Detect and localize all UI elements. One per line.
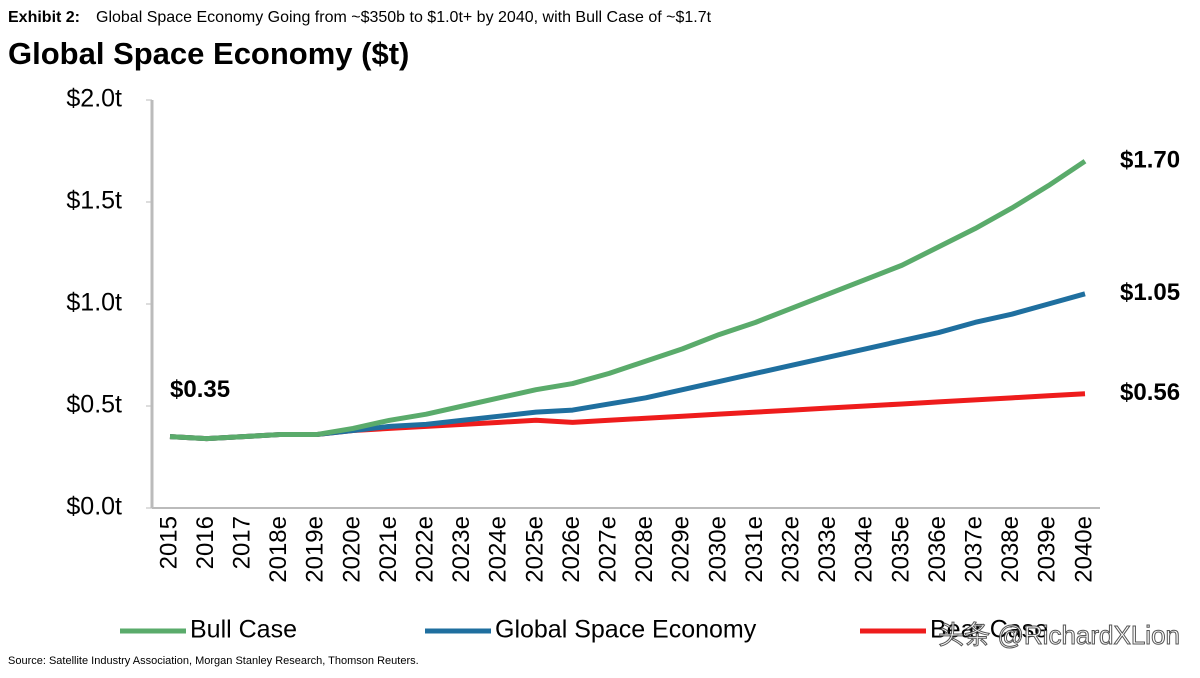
x-tick-label: 2033e — [814, 516, 841, 583]
legend-label: Bull Case — [190, 616, 297, 644]
x-tick-label: 2019e — [302, 516, 329, 583]
x-tick-label: 2037e — [961, 516, 988, 583]
y-tick-label: $2.0t — [66, 85, 122, 113]
x-tick-label: 2017 — [229, 516, 256, 569]
exhibit-label: Exhibit 2: — [8, 9, 80, 26]
x-tick-label: 2026e — [558, 516, 585, 583]
x-tick-label: 2016 — [192, 516, 219, 569]
x-tick-label: 2029e — [668, 516, 695, 583]
x-tick-label: 2035e — [887, 516, 914, 583]
source: Source: Satellite Industry Association, … — [8, 655, 419, 667]
x-tick-label: 2034e — [851, 516, 878, 583]
y-tick-label: $0.0t — [66, 493, 122, 521]
x-tick-label: 2023e — [448, 516, 475, 583]
x-tick-label: 2028e — [631, 516, 658, 583]
subtitle: Global Space Economy Going from ~$350b t… — [96, 9, 712, 26]
x-tick-label: 2030e — [704, 516, 731, 583]
x-tick-label: 2038e — [997, 516, 1024, 583]
chart-title: Global Space Economy ($t) — [8, 36, 409, 71]
x-tick-label: 2022e — [412, 516, 439, 583]
x-tick-label: 2040e — [1070, 516, 1097, 583]
x-tick-label: 2036e — [924, 516, 951, 583]
x-tick-label: 2024e — [485, 516, 512, 583]
x-tick-label: 2039e — [1034, 516, 1061, 583]
y-tick-label: $0.5t — [66, 391, 122, 419]
watermark: 头条 @RichardXLion — [938, 620, 1180, 650]
y-tick-label: $1.0t — [66, 289, 122, 317]
data-label: $1.05 — [1120, 279, 1180, 306]
x-tick-label: 2020e — [338, 516, 365, 583]
x-tick-label: 2018e — [265, 516, 292, 583]
line — [169, 159, 1087, 442]
legend-label: Global Space Economy — [495, 616, 757, 644]
x-tick-label: 2015 — [155, 516, 182, 569]
x-tick-label: 2027e — [595, 516, 622, 583]
x-tick-label: 2021e — [375, 516, 402, 583]
data-label: $1.70 — [1120, 147, 1180, 174]
x-tick-label: 2031e — [741, 516, 768, 583]
x-tick-label: 2032e — [778, 516, 805, 583]
data-label: $0.35 — [170, 376, 230, 403]
x-tick-label: 2025e — [521, 516, 548, 583]
data-label: $0.56 — [1120, 379, 1180, 406]
y-tick-label: $1.5t — [66, 187, 122, 215]
legend-label: Bear Case — [930, 616, 1048, 644]
